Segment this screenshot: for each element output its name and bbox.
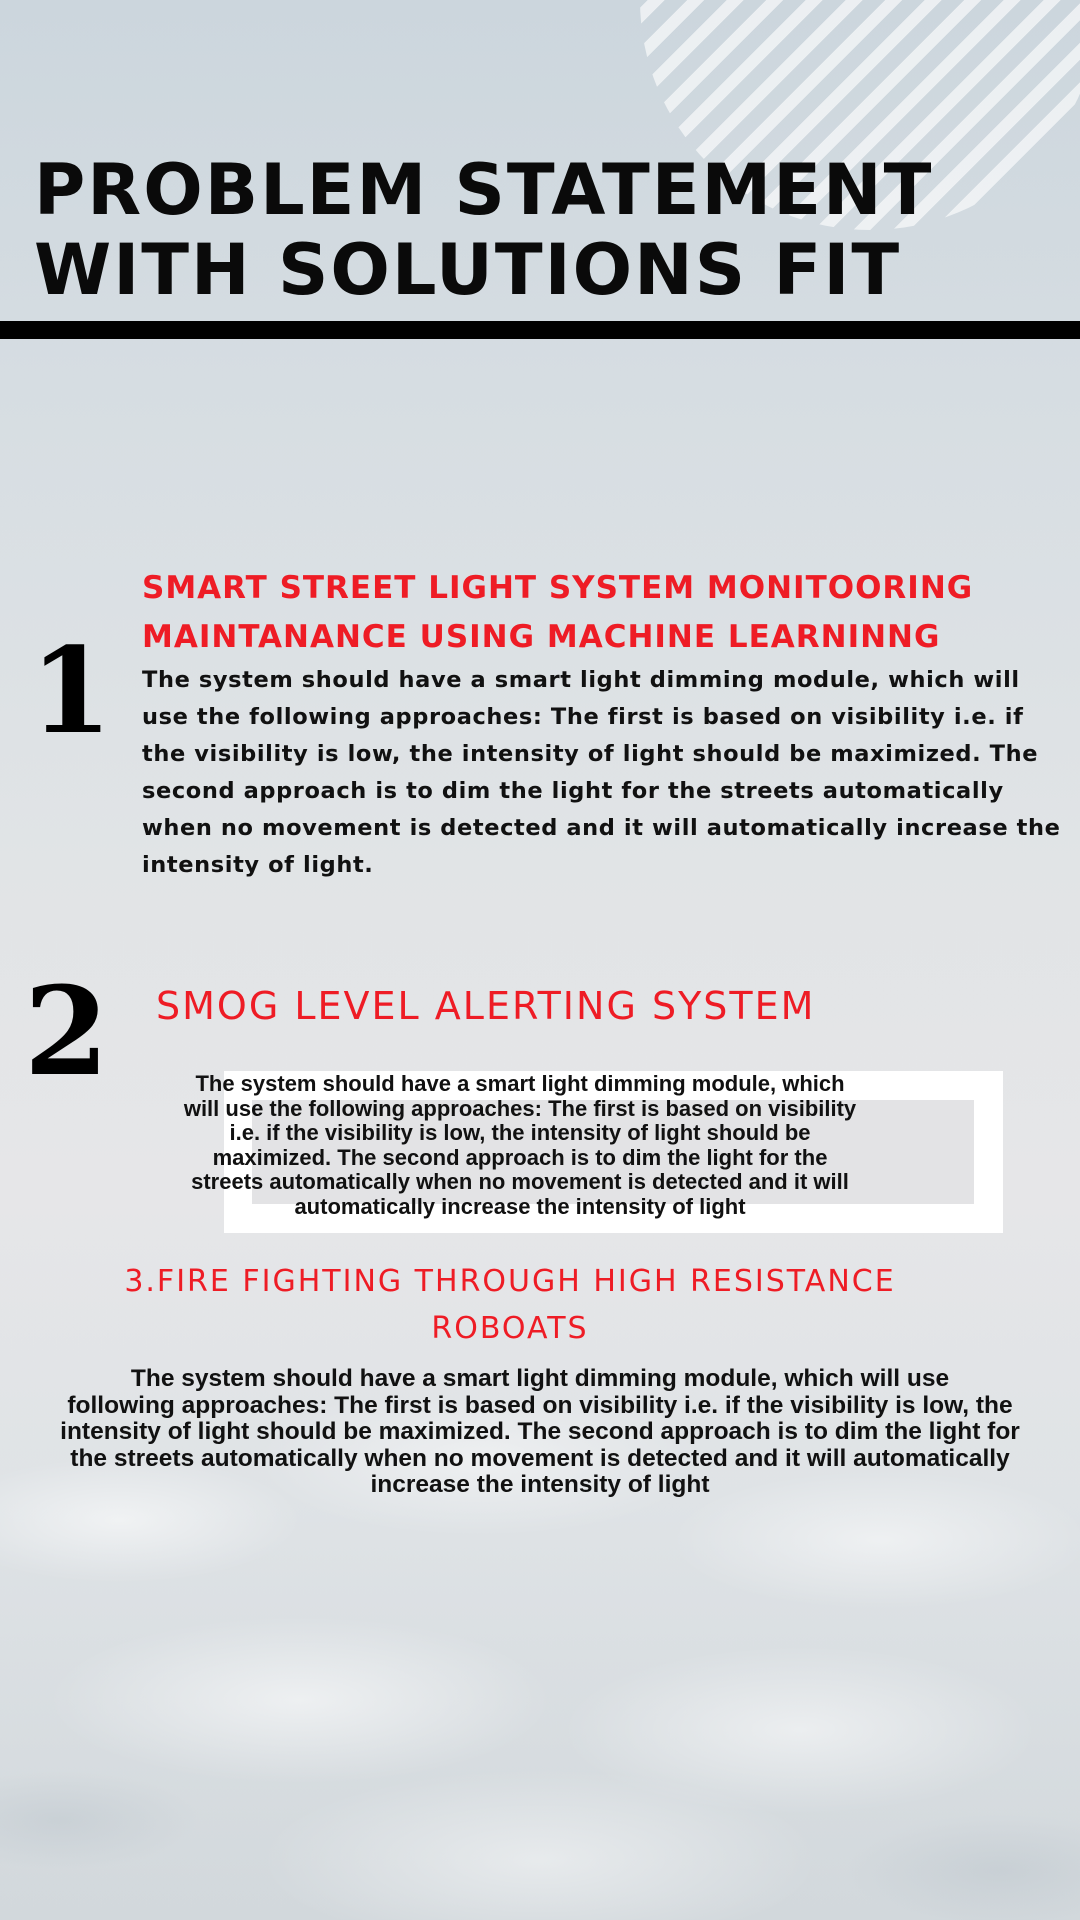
- section-2-heading: SMOG LEVEL ALERTING SYSTEM: [156, 984, 816, 1028]
- title-divider: [0, 321, 1080, 339]
- section-3-heading: 3.FIRE FIGHTING THROUGH HIGH RESISTANCE …: [124, 1264, 896, 1346]
- section-1-number: 1: [30, 621, 113, 760]
- section-2-number: 2: [24, 959, 109, 1103]
- page-title: PROBLEM STATEMENT WITH SOLUTIONS FIT: [34, 149, 934, 311]
- section-3-body: The system should have a smart light dim…: [60, 1365, 1020, 1498]
- section-1-body: The system should have a smart light dim…: [142, 667, 1061, 878]
- section-1-heading: SMART STREET LIGHT SYSTEM MONITOORING MA…: [142, 570, 974, 655]
- section-2-body: The system should have a smart light dim…: [183, 1071, 857, 1219]
- cloud-background: [0, 1400, 1080, 1920]
- section-2-frame-inner: [252, 1100, 974, 1204]
